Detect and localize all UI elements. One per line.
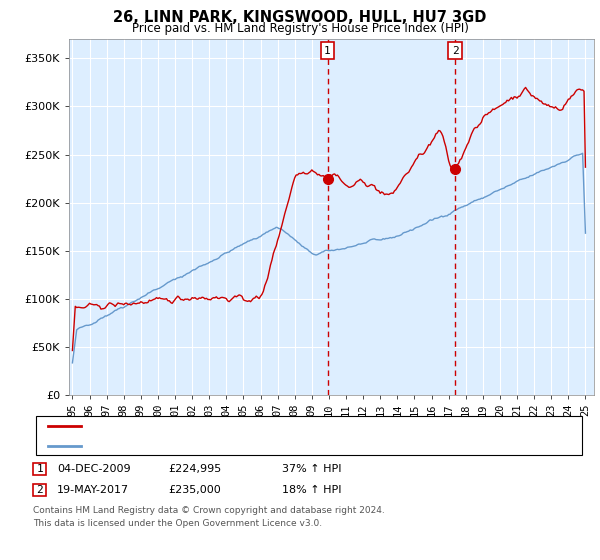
Text: £235,000: £235,000 (168, 485, 221, 495)
Text: This data is licensed under the Open Government Licence v3.0.: This data is licensed under the Open Gov… (33, 519, 322, 528)
Text: 2: 2 (452, 46, 458, 56)
Text: 26, LINN PARK, KINGSWOOD, HULL, HU7 3GD (detached house): 26, LINN PARK, KINGSWOOD, HULL, HU7 3GD … (87, 422, 418, 432)
Bar (328, 39, 455, 395)
Text: 04-DEC-2009: 04-DEC-2009 (57, 464, 131, 474)
Text: Contains HM Land Registry data © Crown copyright and database right 2024.: Contains HM Land Registry data © Crown c… (33, 506, 385, 515)
Text: 1: 1 (36, 464, 43, 474)
Text: £224,995: £224,995 (168, 464, 221, 474)
Text: 2: 2 (36, 485, 43, 495)
Text: Price paid vs. HM Land Registry's House Price Index (HPI): Price paid vs. HM Land Registry's House … (131, 22, 469, 35)
Text: 26, LINN PARK, KINGSWOOD, HULL, HU7 3GD: 26, LINN PARK, KINGSWOOD, HULL, HU7 3GD (113, 10, 487, 25)
Text: 37% ↑ HPI: 37% ↑ HPI (282, 464, 341, 474)
Text: 18% ↑ HPI: 18% ↑ HPI (282, 485, 341, 495)
Text: HPI: Average price, detached house, City of Kingston upon Hull: HPI: Average price, detached house, City… (87, 441, 416, 451)
Text: 1: 1 (324, 46, 331, 56)
Text: 19-MAY-2017: 19-MAY-2017 (57, 485, 129, 495)
